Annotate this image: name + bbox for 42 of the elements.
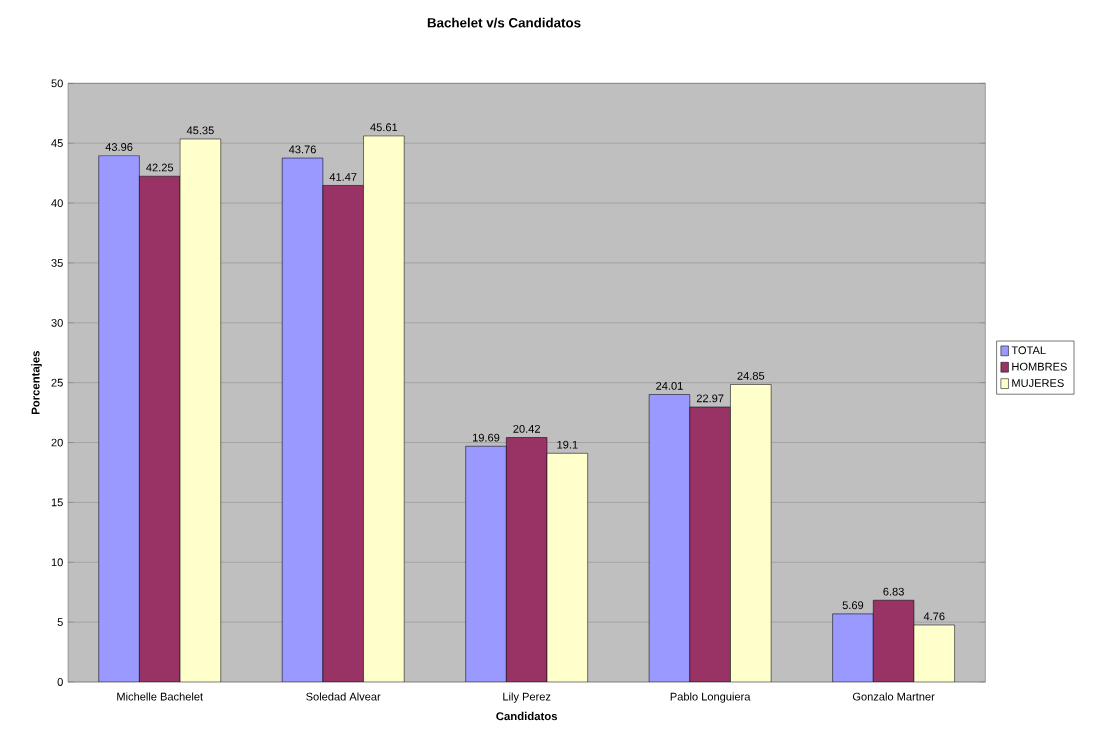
bar bbox=[506, 437, 548, 682]
data-label: 4.76 bbox=[923, 612, 945, 621]
y-tick-label: 45 bbox=[51, 139, 63, 148]
legend-label: MUJERES bbox=[1012, 379, 1064, 387]
y-tick-label: 5 bbox=[57, 618, 63, 626]
x-tick-label: Pablo Longuiera bbox=[670, 692, 751, 703]
data-label: 45.35 bbox=[186, 126, 214, 135]
bar bbox=[689, 406, 731, 682]
x-tick-label: Lily Perez bbox=[503, 692, 551, 703]
y-tick-label: 50 bbox=[51, 79, 63, 88]
legend-label: HOMBRES bbox=[1012, 362, 1067, 371]
x-tick-label: Soledad Alvear bbox=[306, 692, 381, 701]
data-label: 41.47 bbox=[329, 173, 357, 181]
data-label: 45.61 bbox=[370, 123, 398, 132]
bar bbox=[873, 599, 915, 682]
data-label: 43.96 bbox=[105, 143, 133, 151]
chart-title: Bachelet v/s Candidatos bbox=[427, 17, 581, 28]
data-label: 6.83 bbox=[883, 587, 904, 596]
data-label: 43.76 bbox=[288, 145, 316, 154]
y-tick-label: 40 bbox=[51, 199, 63, 207]
y-tick-label: 25 bbox=[51, 378, 63, 387]
data-label: 22.97 bbox=[696, 394, 724, 403]
data-label: 5.69 bbox=[842, 601, 864, 610]
bar bbox=[139, 175, 181, 682]
data-label: 24.01 bbox=[656, 381, 683, 390]
y-tick-label: 0 bbox=[57, 678, 63, 686]
data-label: 20.42 bbox=[513, 424, 540, 433]
y-tick-label: 10 bbox=[51, 558, 63, 567]
data-label: 24.85 bbox=[737, 371, 765, 380]
y-tick-label: 35 bbox=[51, 259, 63, 267]
data-label: 19.69 bbox=[473, 433, 500, 442]
x-tick-label: Gonzalo Martner bbox=[852, 692, 935, 701]
y-axis-title: Porcentajes bbox=[31, 351, 42, 415]
y-tick-label: 30 bbox=[51, 318, 63, 327]
legend-label: TOTAL bbox=[1011, 346, 1046, 355]
y-tick-label: 15 bbox=[51, 498, 63, 507]
data-label: 42.25 bbox=[146, 163, 174, 172]
data-label: 19.1 bbox=[557, 440, 578, 449]
y-tick-label: 20 bbox=[51, 438, 63, 447]
x-tick-label: Michelle Bachelet bbox=[117, 692, 203, 701]
x-axis-title: Candidatos bbox=[496, 711, 558, 721]
bar bbox=[322, 185, 364, 682]
